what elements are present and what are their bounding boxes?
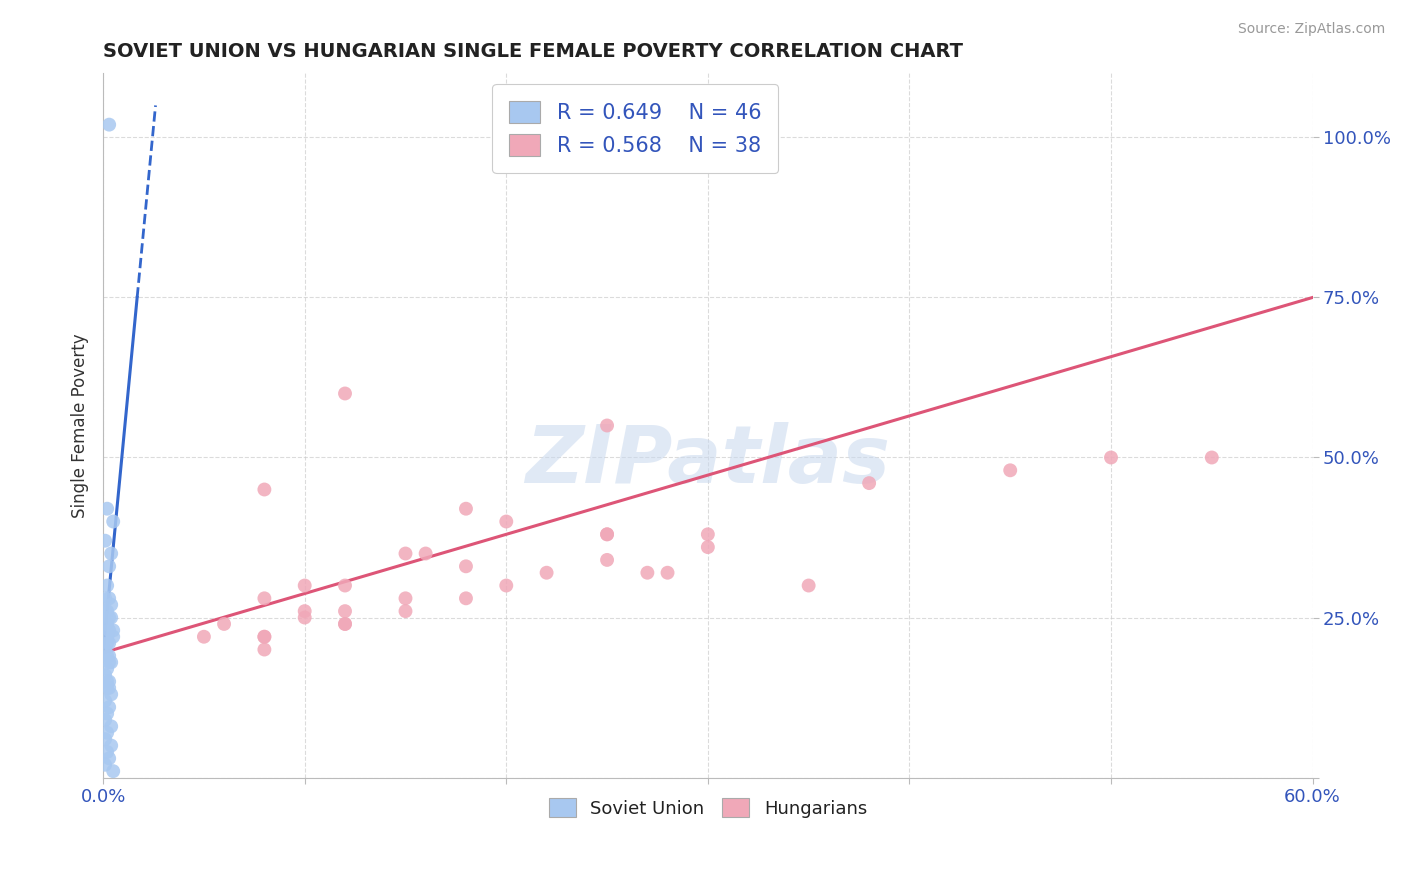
- Point: [100, 739, 122, 753]
- Point: [495, 578, 517, 592]
- Point: [193, 630, 215, 644]
- Point: [98, 118, 121, 132]
- Point: [454, 501, 477, 516]
- Point: [394, 604, 416, 618]
- Point: [94, 694, 117, 708]
- Point: [94, 668, 117, 682]
- Point: [94, 591, 117, 606]
- Point: [98, 681, 121, 695]
- Point: [636, 566, 658, 580]
- Point: [98, 591, 121, 606]
- Point: [96, 636, 118, 650]
- Point: [103, 624, 125, 638]
- Point: [1099, 450, 1122, 465]
- Point: [333, 578, 356, 592]
- Point: [394, 547, 416, 561]
- Point: [100, 547, 122, 561]
- Point: [98, 624, 121, 638]
- Point: [333, 616, 356, 631]
- Point: [94, 533, 117, 548]
- Text: SOVIET UNION VS HUNGARIAN SINGLE FEMALE POVERTY CORRELATION CHART: SOVIET UNION VS HUNGARIAN SINGLE FEMALE …: [103, 42, 963, 61]
- Point: [103, 515, 125, 529]
- Point: [294, 578, 316, 592]
- Point: [96, 501, 118, 516]
- Point: [96, 604, 118, 618]
- Point: [103, 764, 125, 779]
- Point: [1201, 450, 1223, 465]
- Point: [333, 386, 356, 401]
- Point: [98, 636, 121, 650]
- Point: [96, 648, 118, 663]
- Point: [253, 630, 276, 644]
- Point: [1000, 463, 1022, 477]
- Point: [100, 719, 122, 733]
- Text: Source: ZipAtlas.com: Source: ZipAtlas.com: [1237, 22, 1385, 37]
- Point: [94, 642, 117, 657]
- Point: [98, 700, 121, 714]
- Point: [96, 578, 118, 592]
- Point: [657, 566, 679, 580]
- Point: [696, 540, 718, 554]
- Point: [454, 591, 477, 606]
- Point: [100, 610, 122, 624]
- Y-axis label: Single Female Poverty: Single Female Poverty: [72, 334, 89, 518]
- Text: ZIPatlas: ZIPatlas: [526, 422, 890, 500]
- Point: [96, 681, 118, 695]
- Point: [696, 527, 718, 541]
- Point: [596, 553, 619, 567]
- Point: [94, 616, 117, 631]
- Point: [596, 527, 619, 541]
- Point: [294, 604, 316, 618]
- Point: [294, 610, 316, 624]
- Point: [96, 706, 118, 721]
- Point: [858, 476, 880, 491]
- Point: [98, 648, 121, 663]
- Point: [253, 630, 276, 644]
- Point: [96, 745, 118, 759]
- Point: [96, 674, 118, 689]
- Point: [596, 527, 619, 541]
- Point: [96, 616, 118, 631]
- Point: [94, 713, 117, 727]
- Point: [98, 610, 121, 624]
- Point: [96, 630, 118, 644]
- Point: [100, 687, 122, 701]
- Point: [94, 732, 117, 747]
- Point: [96, 662, 118, 676]
- Point: [98, 559, 121, 574]
- Point: [536, 566, 558, 580]
- Point: [253, 642, 276, 657]
- Point: [100, 656, 122, 670]
- Point: [797, 578, 820, 592]
- Point: [333, 604, 356, 618]
- Point: [253, 483, 276, 497]
- Point: [94, 757, 117, 772]
- Point: [212, 616, 235, 631]
- Legend: Soviet Union, Hungarians: Soviet Union, Hungarians: [541, 791, 875, 825]
- Point: [454, 559, 477, 574]
- Point: [394, 591, 416, 606]
- Point: [98, 674, 121, 689]
- Point: [253, 591, 276, 606]
- Point: [596, 418, 619, 433]
- Point: [98, 656, 121, 670]
- Point: [333, 616, 356, 631]
- Point: [103, 630, 125, 644]
- Point: [415, 547, 437, 561]
- Point: [100, 598, 122, 612]
- Point: [98, 751, 121, 765]
- Point: [96, 725, 118, 739]
- Point: [94, 604, 117, 618]
- Point: [495, 515, 517, 529]
